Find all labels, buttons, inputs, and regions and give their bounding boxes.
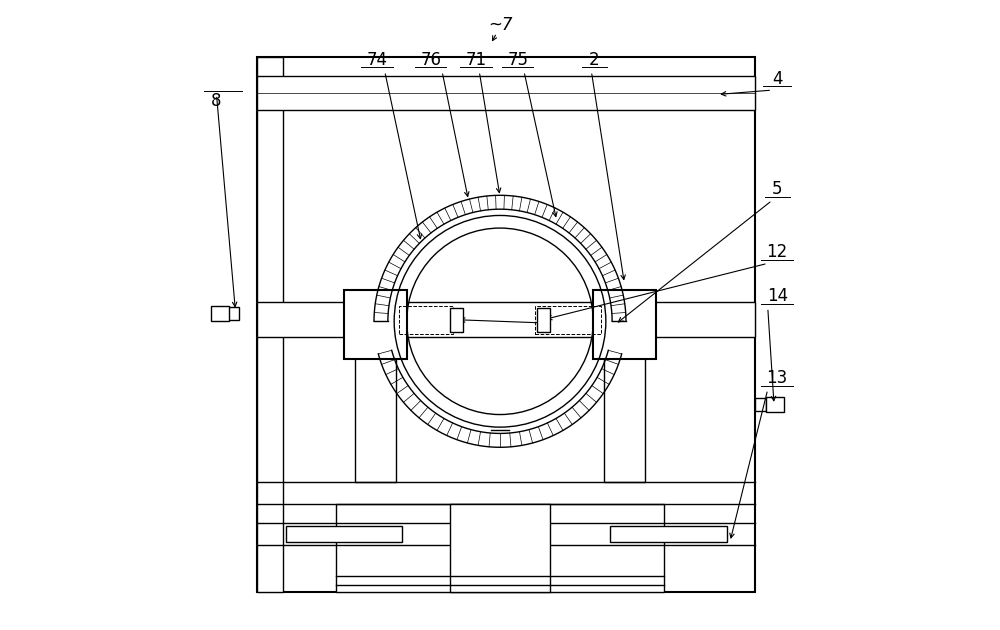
- Bar: [211, 306, 229, 321]
- Bar: [227, 307, 239, 320]
- Bar: [450, 308, 463, 331]
- Bar: [537, 308, 550, 331]
- Bar: [450, 504, 550, 592]
- Bar: [257, 57, 755, 592]
- Bar: [336, 504, 664, 592]
- Text: 4: 4: [772, 70, 782, 88]
- Text: 75: 75: [507, 51, 528, 69]
- Text: 76: 76: [420, 51, 441, 69]
- Text: 8: 8: [211, 92, 222, 110]
- Bar: [257, 57, 283, 592]
- Bar: [610, 526, 727, 542]
- Text: 2: 2: [589, 51, 600, 69]
- Bar: [766, 398, 784, 413]
- Bar: [257, 302, 755, 337]
- Text: 12: 12: [767, 243, 788, 261]
- Bar: [593, 290, 656, 359]
- Text: 71: 71: [465, 51, 487, 69]
- Bar: [355, 290, 396, 482]
- Text: 5: 5: [772, 180, 782, 198]
- Text: ~7: ~7: [488, 16, 512, 34]
- Bar: [604, 290, 645, 482]
- Bar: [535, 306, 601, 334]
- Bar: [257, 76, 755, 110]
- Text: 74: 74: [367, 51, 388, 69]
- Text: 13: 13: [767, 369, 788, 387]
- Bar: [286, 526, 402, 542]
- Bar: [399, 306, 453, 334]
- Text: 14: 14: [767, 287, 788, 305]
- Bar: [344, 290, 407, 359]
- Bar: [755, 399, 766, 411]
